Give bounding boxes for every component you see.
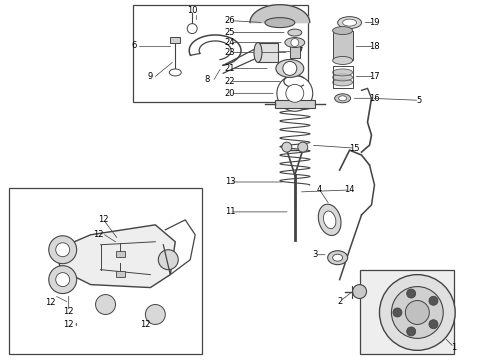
Circle shape [379, 275, 455, 350]
Text: 16: 16 [369, 94, 380, 103]
Ellipse shape [254, 42, 262, 62]
Bar [333, 31, 353, 60]
Bar [290, 45, 300, 58]
Ellipse shape [323, 211, 336, 229]
Text: 4: 4 [317, 185, 322, 194]
Circle shape [298, 142, 308, 152]
Polygon shape [56, 225, 175, 288]
Circle shape [429, 320, 438, 329]
Text: 25: 25 [225, 28, 235, 37]
Circle shape [49, 266, 76, 293]
Text: 10: 10 [187, 6, 197, 15]
Text: 12: 12 [98, 215, 109, 224]
Text: 3: 3 [312, 250, 318, 259]
Text: 12: 12 [63, 307, 74, 316]
Circle shape [429, 296, 438, 305]
Ellipse shape [285, 37, 305, 48]
Text: 21: 21 [225, 64, 235, 73]
Circle shape [407, 327, 416, 336]
Text: 12: 12 [63, 320, 74, 329]
Ellipse shape [333, 74, 353, 81]
Text: 26: 26 [225, 16, 235, 25]
Text: 9: 9 [148, 72, 153, 81]
Polygon shape [250, 5, 310, 23]
Text: 24: 24 [225, 38, 235, 47]
Circle shape [187, 24, 197, 33]
Ellipse shape [333, 79, 353, 86]
Circle shape [96, 294, 116, 315]
Text: ': ' [74, 323, 77, 332]
Text: 12: 12 [140, 320, 150, 329]
Circle shape [56, 243, 70, 257]
Ellipse shape [339, 96, 346, 101]
Text: 11: 11 [225, 207, 235, 216]
Ellipse shape [318, 204, 341, 235]
Circle shape [392, 287, 443, 338]
Ellipse shape [169, 69, 181, 76]
Text: 18: 18 [369, 42, 380, 51]
Text: 14: 14 [344, 185, 355, 194]
Ellipse shape [276, 59, 304, 77]
Text: 19: 19 [369, 18, 380, 27]
Text: 5: 5 [416, 96, 422, 105]
Circle shape [282, 142, 292, 152]
Text: 17: 17 [369, 72, 380, 81]
Circle shape [277, 75, 313, 111]
Ellipse shape [288, 29, 302, 36]
Bar [360, 270, 454, 354]
Circle shape [286, 84, 304, 102]
Bar [258, 42, 278, 62]
Circle shape [405, 301, 429, 324]
Bar [333, 67, 353, 88]
Ellipse shape [333, 27, 353, 35]
Circle shape [407, 289, 416, 298]
Text: 23: 23 [225, 48, 235, 57]
Bar [133, 5, 308, 102]
Text: 13: 13 [225, 177, 235, 186]
Text: 22: 22 [225, 77, 235, 86]
Ellipse shape [333, 254, 343, 261]
Circle shape [158, 250, 178, 270]
Ellipse shape [335, 94, 350, 103]
Bar [116, 251, 125, 257]
Ellipse shape [328, 251, 347, 265]
Circle shape [353, 285, 367, 298]
Bar [9, 188, 202, 354]
Bar [116, 271, 125, 276]
Circle shape [49, 236, 76, 264]
Ellipse shape [343, 19, 357, 26]
Text: 8: 8 [204, 75, 210, 84]
Ellipse shape [265, 18, 295, 28]
Text: 20: 20 [225, 89, 235, 98]
Circle shape [56, 273, 70, 287]
Circle shape [283, 62, 297, 75]
Text: 6: 6 [132, 41, 137, 50]
Text: 15: 15 [349, 144, 360, 153]
Text: 7: 7 [297, 47, 302, 56]
Bar [275, 100, 315, 108]
Text: 12: 12 [46, 298, 56, 307]
Ellipse shape [338, 17, 362, 28]
Circle shape [291, 39, 299, 46]
Text: 2: 2 [337, 297, 342, 306]
Circle shape [146, 305, 165, 324]
Circle shape [393, 308, 402, 317]
Ellipse shape [333, 57, 353, 64]
Bar [171, 37, 180, 42]
Ellipse shape [333, 69, 353, 76]
Text: 12: 12 [93, 230, 104, 239]
Text: 1: 1 [452, 343, 457, 352]
